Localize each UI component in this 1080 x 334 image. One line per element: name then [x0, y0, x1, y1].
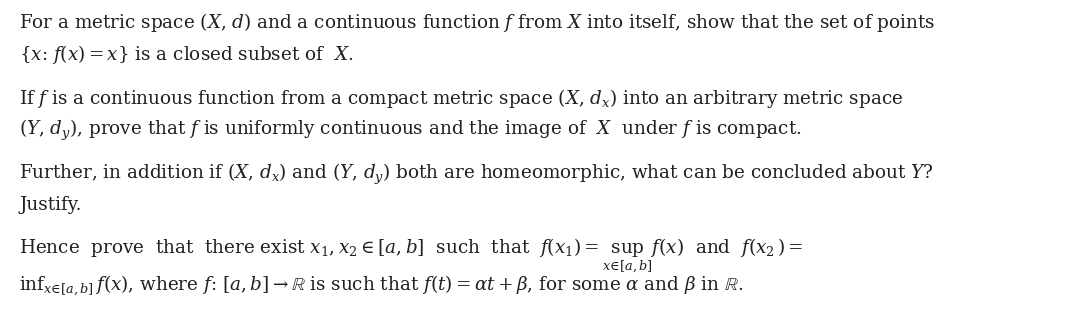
Text: Further, in addition if ($X$, $d_x$) and ($Y$, $d_y$) both are homeomorphic, wha: Further, in addition if ($X$, $d_x$) and… — [19, 162, 934, 187]
Text: $\{x$: $f(x) = x\}$ is a closed subset of  $X$.: $\{x$: $f(x) = x\}$ is a closed subset o… — [19, 43, 353, 66]
Text: Hence  prove  that  there exist $x_1, x_2 \in [a, b]$  such  that  $f(x_1) = \su: Hence prove that there exist $x_1, x_2 \… — [19, 237, 804, 275]
Text: ($Y$, $d_y$), prove that $f$ is uniformly continuous and the image of  $X$  unde: ($Y$, $d_y$), prove that $f$ is uniforml… — [19, 118, 802, 143]
Text: For a metric space ($X$, $d$) and a continuous function $f$ from $X$ into itself: For a metric space ($X$, $d$) and a cont… — [19, 11, 935, 34]
Text: Justify.: Justify. — [19, 196, 82, 214]
Text: $\inf_{x\in[a,b]} f(x)$, where $f$: $[a, b] \to \mathbb{R}$ is such that $f(t) =: $\inf_{x\in[a,b]} f(x)$, where $f$: $[a,… — [19, 274, 744, 298]
Text: If $f$ is a continuous function from a compact metric space ($X$, $d_x$) into an: If $f$ is a continuous function from a c… — [19, 87, 904, 110]
